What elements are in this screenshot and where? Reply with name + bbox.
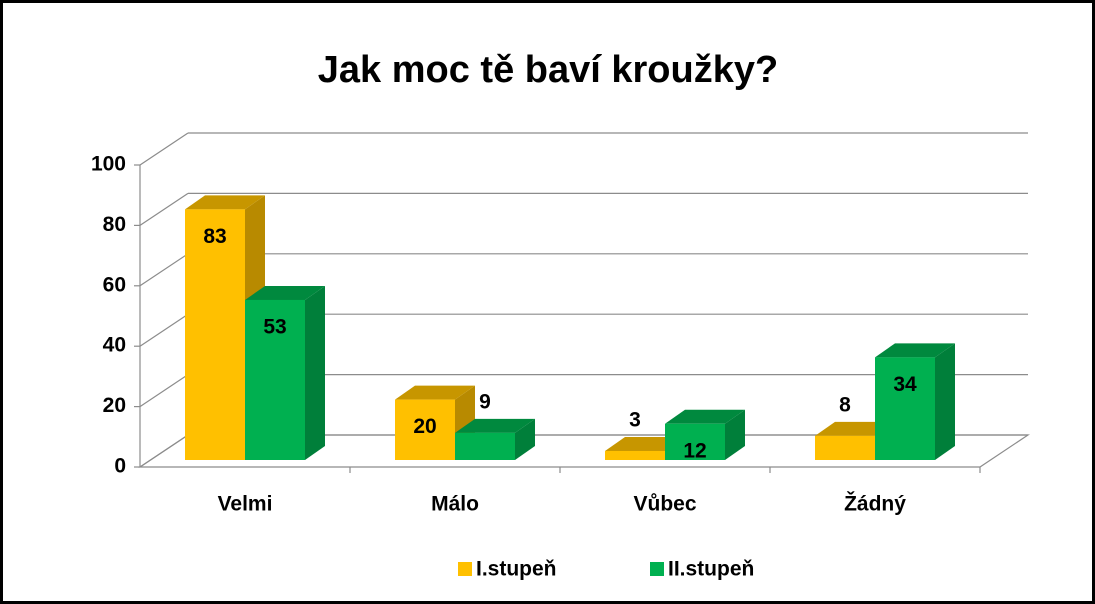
bar-front bbox=[815, 435, 875, 460]
bar-front bbox=[245, 299, 305, 460]
y-tick-label: 60 bbox=[103, 273, 126, 296]
bar-front bbox=[605, 450, 665, 460]
bar bbox=[245, 285, 325, 460]
data-label: 3 bbox=[629, 408, 641, 431]
bar-top bbox=[665, 409, 745, 424]
data-label: 20 bbox=[413, 415, 436, 438]
data-label: 9 bbox=[479, 390, 491, 413]
x-tick-label: Žádný bbox=[844, 492, 906, 516]
legend-label: II.stupeň bbox=[668, 558, 754, 581]
bar-top bbox=[245, 285, 325, 300]
bar-front bbox=[875, 357, 935, 460]
bar-front bbox=[395, 399, 455, 460]
bar-top bbox=[455, 418, 535, 433]
bar-side bbox=[305, 285, 325, 460]
y-tick-label: 80 bbox=[103, 213, 126, 236]
grid-line bbox=[139, 192, 189, 226]
data-label: 83 bbox=[203, 225, 226, 248]
bar bbox=[875, 343, 955, 460]
legend-label: I.stupeň bbox=[476, 558, 557, 581]
x-tick-label: Vůbec bbox=[633, 493, 696, 516]
legend-swatch bbox=[458, 562, 472, 576]
data-label: 53 bbox=[263, 315, 286, 338]
x-tick-label: Velmi bbox=[218, 493, 273, 516]
grid-line bbox=[139, 253, 189, 287]
data-label: 8 bbox=[839, 393, 851, 416]
bar-side bbox=[515, 418, 535, 460]
y-tick-label: 40 bbox=[103, 334, 126, 357]
bar-front bbox=[455, 432, 515, 460]
grid-line bbox=[139, 313, 189, 347]
bar bbox=[665, 409, 745, 460]
y-tick-label: 20 bbox=[103, 394, 126, 417]
grid-line bbox=[139, 132, 189, 166]
y-tick-label: 0 bbox=[114, 455, 126, 478]
chart-title: Jak moc tě baví kroužky? bbox=[318, 49, 778, 91]
bar-front bbox=[185, 209, 245, 460]
bar bbox=[455, 418, 535, 460]
y-tick-label: 100 bbox=[91, 153, 126, 176]
legend-swatch bbox=[650, 562, 664, 576]
bar-top bbox=[185, 195, 265, 210]
data-label: 12 bbox=[683, 439, 706, 462]
grid-line bbox=[139, 434, 189, 468]
data-label: 34 bbox=[893, 373, 917, 396]
bar-front bbox=[665, 423, 725, 460]
bar bbox=[395, 385, 475, 460]
bar-side bbox=[725, 409, 745, 460]
bar-top bbox=[875, 343, 955, 358]
bar-side bbox=[935, 343, 955, 460]
x-tick-label: Málo bbox=[431, 493, 479, 516]
bar-top bbox=[395, 385, 475, 400]
grid-line bbox=[139, 374, 189, 408]
